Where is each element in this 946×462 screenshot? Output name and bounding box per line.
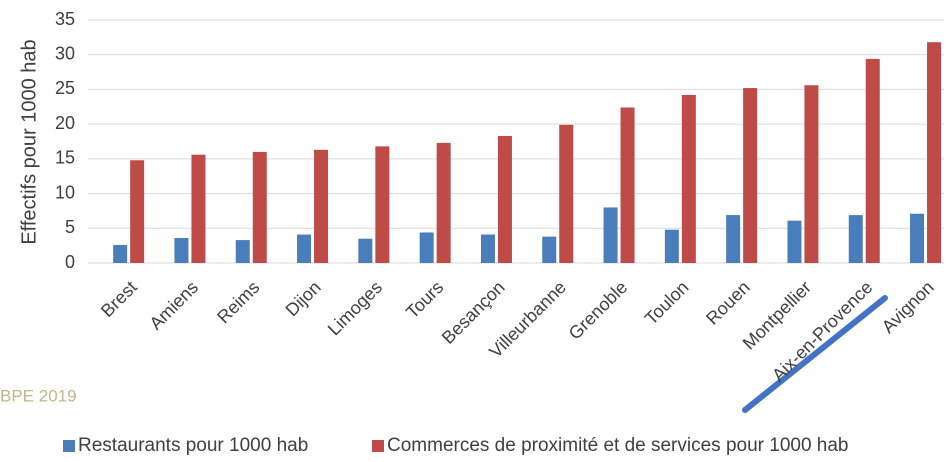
bar (848, 215, 863, 263)
highlight-stroke (742, 295, 888, 413)
bar (191, 154, 206, 263)
x-tick-label: Toulon (641, 277, 693, 329)
legend-label: Commerces de proximité et de services po… (387, 435, 849, 456)
bar (130, 160, 145, 263)
y-tick-label: 10 (55, 182, 75, 202)
bar (726, 215, 741, 263)
legend-label: Restaurants pour 1000 hab (78, 435, 308, 456)
bar (252, 151, 267, 263)
bar (743, 88, 758, 263)
y-tick-label: 5 (65, 217, 75, 237)
bar (113, 244, 128, 263)
x-tick-label: Avignon (878, 277, 938, 337)
bar (314, 149, 329, 263)
x-tick-label: Amiens (146, 277, 203, 334)
bar (235, 240, 250, 263)
bar (480, 234, 495, 263)
bar (927, 42, 942, 263)
bar (542, 236, 557, 263)
x-tick-label: Rouen (702, 277, 754, 329)
x-tick-label: Brest (97, 277, 141, 321)
bar (603, 207, 618, 263)
x-tick-label: Grenoble (565, 277, 632, 344)
y-tick-label: 30 (55, 43, 75, 63)
bar (497, 135, 512, 263)
bar (620, 107, 635, 263)
bar (664, 229, 679, 263)
bar (804, 85, 819, 264)
x-tick-label: Reims (213, 277, 263, 327)
bar (419, 232, 434, 263)
y-tick-label: 35 (55, 9, 75, 29)
x-tick-label: Limoges (324, 277, 386, 339)
y-tick-label: 25 (55, 78, 75, 98)
bar (375, 146, 390, 263)
y-axis-title: Effectifs pour 1000 hab (18, 39, 40, 244)
x-tick-label: Tours (402, 277, 447, 322)
bar (681, 94, 696, 264)
y-tick-label: 0 (65, 252, 75, 272)
bar (174, 238, 189, 263)
bar (559, 124, 574, 263)
source-note: BPE 2019 (0, 386, 77, 405)
bar (865, 58, 880, 263)
legend-swatch (372, 440, 384, 452)
legend-swatch (63, 440, 75, 452)
bar (297, 234, 312, 263)
bar (436, 142, 451, 263)
x-tick-label: Dijon (282, 277, 325, 320)
y-tick-label: 15 (55, 148, 75, 168)
bar (787, 220, 802, 263)
bar (358, 238, 373, 263)
y-tick-label: 20 (55, 113, 75, 133)
bar (910, 213, 925, 263)
